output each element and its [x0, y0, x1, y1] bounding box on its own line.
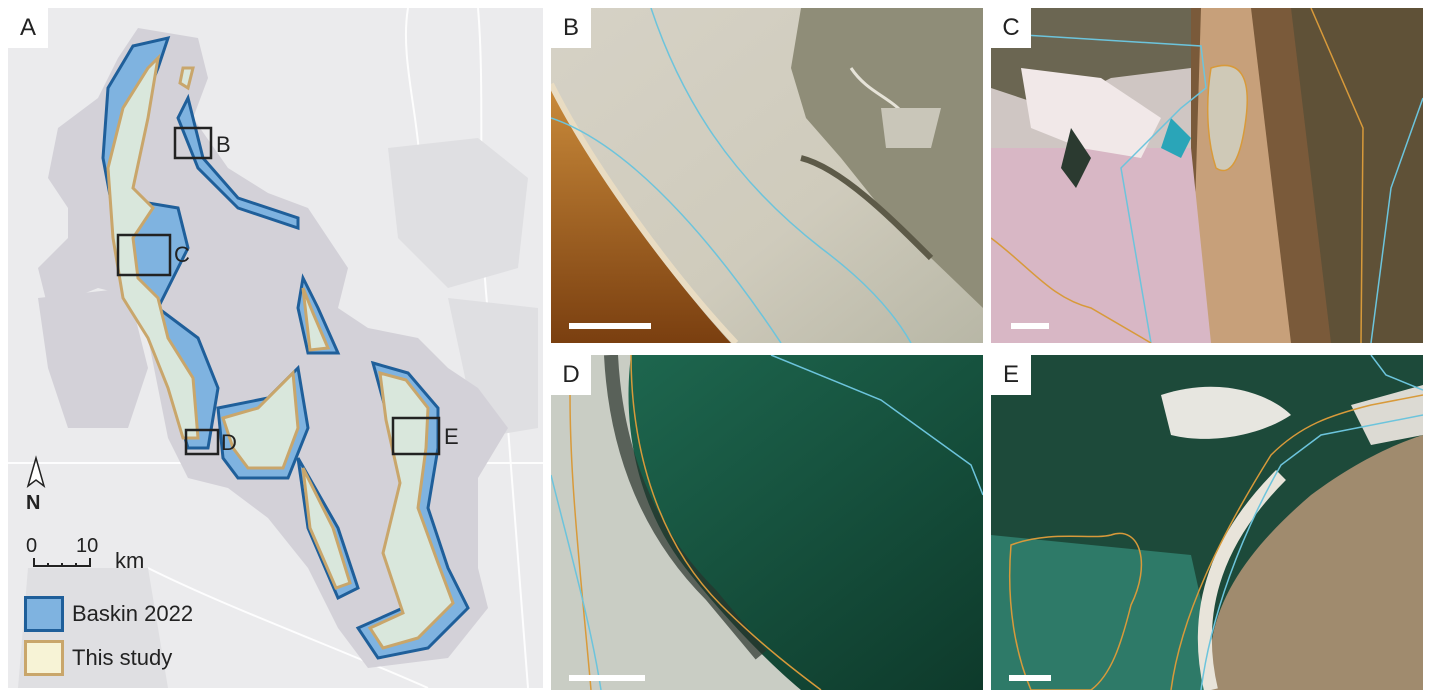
inset-label-d: D: [221, 430, 237, 455]
panel-d-scale-bar: [569, 675, 645, 681]
panel-d-imagery-svg: [551, 355, 983, 690]
legend-swatch-this-study: [24, 640, 64, 676]
legend-label-baskin-2022: Baskin 2022: [72, 601, 194, 626]
panel-e-scale-bar: [1009, 675, 1051, 681]
inset-box-e[interactable]: [391, 416, 441, 456]
panel-d-letter: D: [551, 355, 591, 395]
panel-b-letter: B: [551, 8, 591, 48]
this-study-polygons: [106, 53, 455, 650]
panel-b-satellite-image: B: [551, 8, 983, 343]
panel-c-satellite-image: C: [991, 8, 1423, 343]
inset-label-e: E: [444, 424, 459, 449]
scale-start-label: 0: [26, 535, 38, 557]
inset-label-b: B: [216, 132, 231, 157]
panel-e-letter: E: [991, 355, 1031, 395]
panel-c-imagery-svg: [991, 8, 1423, 343]
legend-label-this-study: This study: [72, 645, 173, 670]
panel-d-satellite-image: D: [551, 355, 983, 690]
inset-locator-boxes: [116, 126, 441, 456]
panel-a-letter: A: [8, 8, 48, 48]
panel-a-overview-map: A B C D E N 0 10 km Baskin 2022 This stu…: [8, 8, 543, 688]
legend-swatch-baskin-2022: [24, 596, 64, 632]
scale-end-label: 10: [76, 535, 99, 557]
panel-b-imagery-svg: [551, 8, 983, 343]
inset-box-b[interactable]: [173, 126, 213, 160]
panel-b-scale-bar: [569, 323, 651, 329]
north-arrow-icon: [26, 455, 46, 488]
panel-c-scale-bar: [1011, 323, 1049, 329]
north-label: N: [26, 492, 41, 514]
panel-c-letter: C: [991, 8, 1031, 48]
lake-basin: [38, 28, 508, 668]
inset-box-c[interactable]: [116, 233, 172, 277]
scale-bar: [33, 558, 91, 567]
overview-map-svg: [8, 8, 543, 688]
panel-e-imagery-svg: [991, 355, 1423, 690]
scale-unit-label: km: [115, 548, 145, 573]
inset-box-d[interactable]: [184, 428, 220, 456]
inset-label-c: C: [174, 242, 190, 267]
lake-basin-west-lobe: [38, 288, 148, 428]
panel-e-satellite-image: E: [991, 355, 1423, 690]
